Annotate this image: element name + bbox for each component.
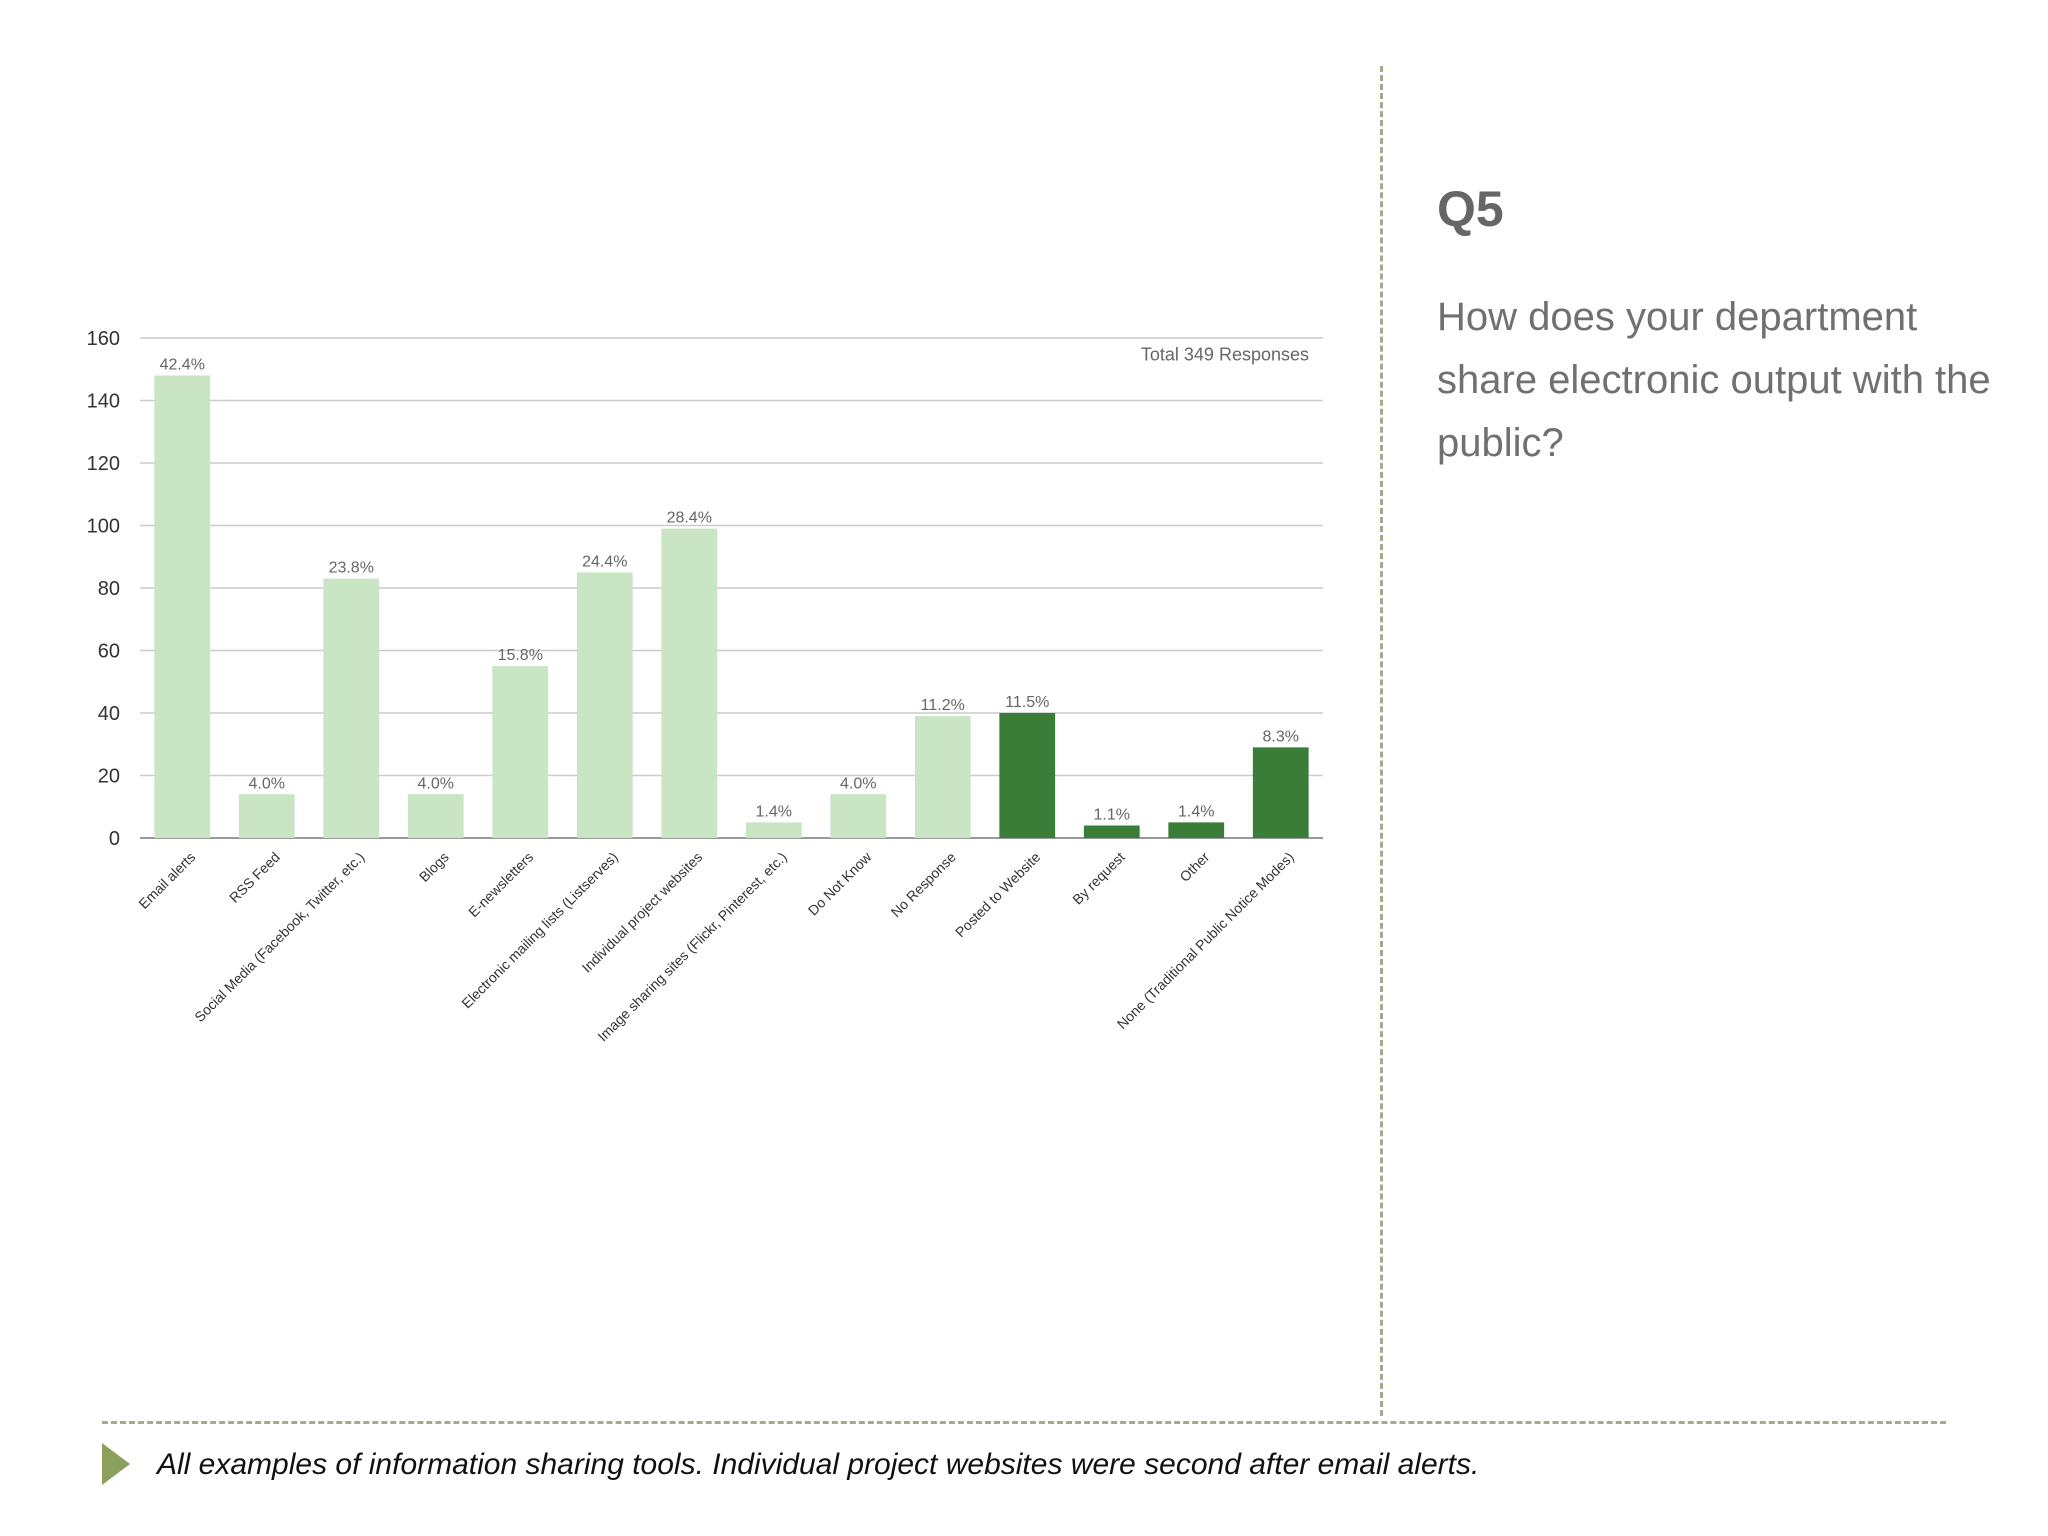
bar	[745, 822, 802, 838]
y-tick-label: 80	[98, 578, 120, 600]
data-label: 24.4%	[582, 553, 627, 570]
y-tick-label: 100	[87, 516, 120, 538]
bar	[1252, 747, 1309, 838]
data-label: 28.4%	[667, 510, 712, 527]
x-tick-label: Posted to Website	[952, 849, 1044, 941]
x-tick-label: Do Not Know	[805, 848, 875, 918]
data-label: 15.8%	[498, 647, 543, 664]
data-label: 4.0%	[840, 775, 876, 792]
bar	[407, 794, 464, 838]
y-tick-label: 0	[109, 828, 120, 850]
chart-annotation: Total 349 Responses	[1141, 345, 1309, 365]
arrow-bullet-icon	[102, 1443, 130, 1485]
bar	[830, 794, 887, 838]
bar	[1083, 825, 1140, 838]
y-tick-label: 20	[98, 766, 120, 788]
bar	[238, 794, 295, 838]
x-tick-label: Image sharing sites (Flickr, Pinterest, …	[594, 849, 790, 1045]
x-tick-label: Other	[1176, 849, 1212, 885]
vertical-divider	[1380, 66, 1383, 1416]
x-tick-label: E-newsletters	[465, 849, 536, 920]
data-label: 8.3%	[1263, 728, 1299, 745]
data-label: 1.1%	[1094, 807, 1130, 824]
bar	[914, 716, 971, 838]
data-label: 23.8%	[329, 560, 374, 577]
data-label: 11.5%	[1005, 694, 1049, 711]
data-label: 4.0%	[418, 775, 454, 792]
y-tick-label: 160	[87, 328, 120, 350]
bar	[323, 578, 380, 838]
bar	[661, 528, 718, 838]
x-tick-label: Electronic mailing lists (Listserves)	[458, 849, 621, 1012]
question-number: Q5	[1437, 181, 1504, 237]
data-label: 1.4%	[1178, 803, 1214, 820]
x-tick-label: Blogs	[416, 849, 452, 885]
bar	[576, 572, 633, 838]
horizontal-divider	[102, 1421, 1946, 1424]
y-tick-label: 40	[98, 703, 120, 725]
y-tick-label: 140	[87, 391, 120, 413]
y-tick-label: 60	[98, 641, 120, 663]
data-label: 1.4%	[756, 803, 792, 820]
data-label: 11.2%	[921, 697, 965, 714]
y-tick-label: 120	[87, 453, 120, 475]
question-text: How does your department share electroni…	[1437, 295, 1991, 465]
x-tick-label: RSS Feed	[226, 849, 283, 906]
bar	[492, 666, 549, 838]
x-tick-label: None (Traditional Public Notice Modes)	[1114, 849, 1297, 1032]
bar	[154, 375, 211, 838]
x-tick-label: No Response	[888, 849, 959, 920]
bar-chart: 0 20 40 60 80 100 120 140 160 Total 349 Responses…	[87, 328, 1323, 1045]
x-tick-label: Social Media (Facebook, Twitter, etc.)	[191, 849, 367, 1025]
x-tick-label: Email alerts	[135, 849, 198, 912]
bar	[1168, 822, 1225, 838]
x-tick-label: By request	[1069, 849, 1128, 908]
footer-note: All examples of information sharing tool…	[157, 1448, 1480, 1481]
data-label: 4.0%	[249, 775, 285, 792]
data-label: 42.4%	[160, 357, 205, 374]
bar	[999, 713, 1056, 838]
